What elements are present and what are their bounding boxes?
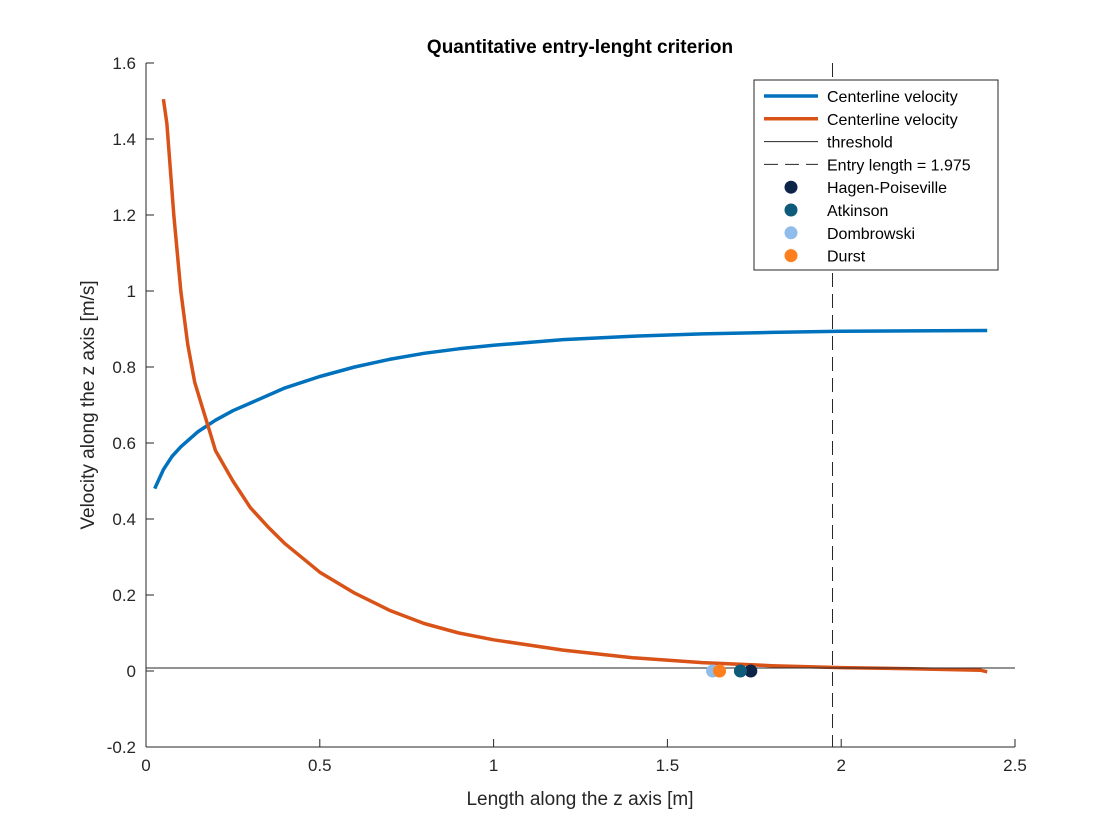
legend-swatch-marker — [784, 180, 798, 194]
y-tick-label: 0.6 — [112, 434, 136, 453]
legend-label: Centerline velocity — [827, 112, 958, 129]
x-tick-label: 1.5 — [656, 756, 680, 775]
y-tick-label: 0.4 — [112, 510, 136, 529]
y-tick-label: 0 — [127, 662, 136, 681]
x-axis-label: Length along the z axis [m] — [466, 789, 693, 810]
series-line-1 — [161, 98, 988, 674]
legend-label: Durst — [827, 249, 866, 266]
marker-hagen-poiseville — [744, 664, 758, 678]
legend-label: Entry length = 1.975 — [827, 157, 971, 174]
legend-label: Centerline velocity — [827, 89, 958, 106]
y-tick-label: 1 — [127, 282, 136, 301]
legend-box — [753, 79, 999, 271]
y-tick-label: 0.2 — [112, 586, 136, 605]
legend-swatch-marker — [784, 249, 798, 263]
x-ticks: 0 0.5 1 1.5 2 2.5 — [141, 739, 1027, 775]
x-tick-label: 1 — [489, 756, 498, 775]
legend-entries: Centerline velocity Centerline velocity th… — [764, 89, 971, 266]
x-tick-label: 2 — [836, 756, 845, 775]
y-axis-label: Velocity along the z axis [m/s] — [78, 280, 99, 529]
legend-label: Dombrowski — [827, 226, 915, 243]
legend-swatch-marker — [784, 203, 798, 217]
legend-swatch-marker — [784, 226, 798, 240]
x-tick-label: 0 — [141, 756, 150, 775]
series-line-0 — [153, 328, 988, 490]
marker-atkinson — [733, 664, 747, 678]
legend-label: Atkinson — [827, 203, 888, 220]
legend: Centerline velocity Centerline velocity th… — [753, 79, 999, 271]
legend-label: threshold — [827, 135, 893, 152]
y-tick-label: -0.2 — [107, 738, 136, 757]
y-tick-label: 1.6 — [112, 54, 136, 73]
x-tick-label: 0.5 — [308, 756, 332, 775]
data-layer — [146, 63, 1015, 747]
axis-layer — [145, 63, 1015, 748]
chart-title: Quantitative entry-lenght criterion — [427, 37, 733, 58]
y-tick-label: 0.8 — [112, 358, 136, 377]
y-tick-label: 1.2 — [112, 206, 136, 225]
y-tick-label: 1.4 — [112, 130, 136, 149]
marker-durst — [713, 664, 727, 678]
x-tick-label: 2.5 — [1003, 756, 1027, 775]
y-ticks: -0.2 0 0.2 0.4 0.6 0.8 1 1.2 1.4 1.6 — [107, 54, 154, 757]
legend-label: Hagen-Poiseville — [827, 180, 947, 197]
